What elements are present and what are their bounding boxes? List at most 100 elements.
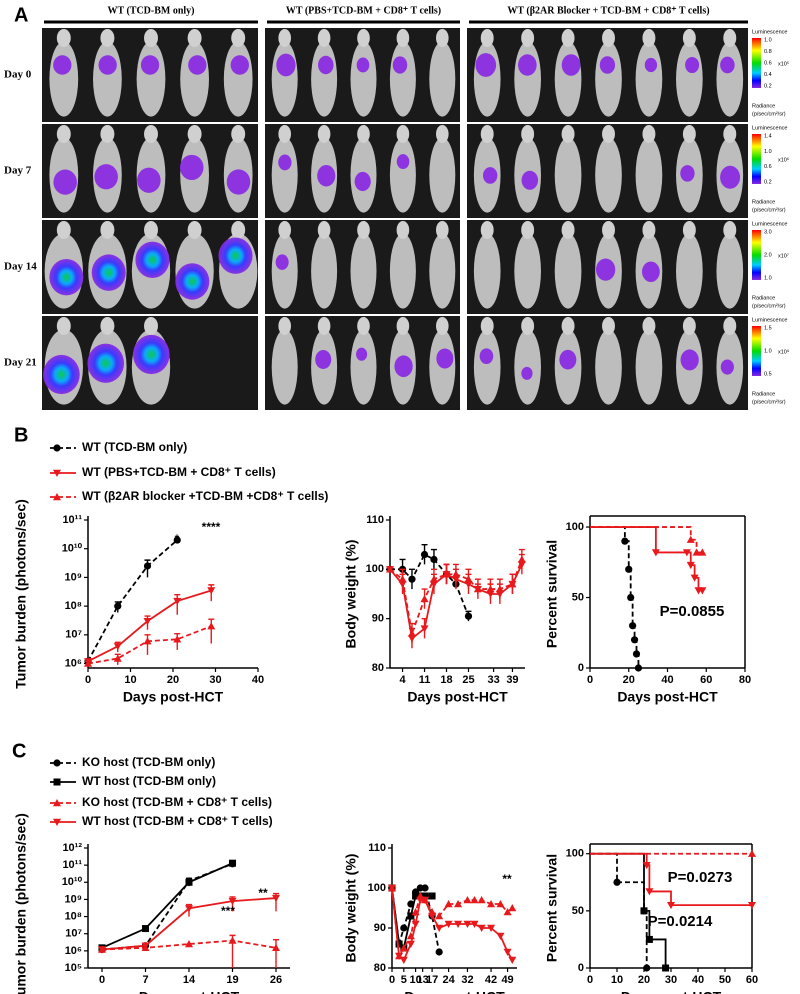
marker [463,896,472,904]
mouse [429,137,456,213]
signal [680,349,699,371]
colorbar-tick: 0.6 [764,60,772,66]
y-axis-title: Percent survival [544,540,560,648]
colorbar-tick: 3.0 [764,229,772,235]
mouse-head [602,29,615,47]
legend-label: WT host (TCD-BM only) [82,774,216,788]
marker [748,901,756,910]
marker [629,622,637,630]
series-line [391,887,514,962]
group-header: WT (β2AR Blocker + TCD-BM + CD8⁺ T cells… [507,5,709,16]
legend-label: WT host (TCD-BM + CD8⁺ T cells) [82,814,273,828]
x-tick-label: 42 [485,974,497,986]
marker [470,920,479,928]
mouse [554,233,582,309]
mouse-head [187,221,202,239]
panel-label: C [12,740,26,762]
signal [720,165,741,189]
y-tick-label: 80 [372,662,384,674]
mouse-head [100,317,115,335]
marker [173,597,182,606]
day-label: Day 7 [4,165,32,177]
y-tick-label: 10¹² [62,842,82,854]
marker [113,654,122,662]
mouse-head [231,29,246,47]
marker [113,643,122,651]
colorbar-unit: (p/sec/cm²/sr) [752,303,786,309]
x-axis-title: Days post-HCT [407,689,508,705]
marker [420,550,429,559]
y-tick-label: 10⁶ [65,945,82,957]
y-tick-label: 10¹⁰ [62,543,83,555]
x-tick-label: 40 [252,674,264,686]
marker [400,924,408,932]
x-axis-title: Days post-HCT [404,989,505,994]
mouse [223,41,253,117]
colorbar-exponent: x10⁹ [778,348,789,355]
x-tick-label: 33 [487,674,499,686]
marker [398,575,407,583]
signal [137,167,161,193]
marker [503,908,512,916]
mouse-head [144,125,158,143]
colorbar [752,134,761,184]
mouse-head [187,29,202,47]
colorbar-tick: 2.0 [764,252,772,258]
mouse [676,233,703,309]
colorbar [752,326,761,376]
marker [53,469,61,477]
mouse-head [100,29,115,47]
marker [53,799,61,807]
marker [692,548,701,556]
signal [317,164,336,187]
mouse-head [602,317,615,335]
y-axis-title: Body weight (%) [343,854,359,963]
step-segment [649,890,672,906]
y-tick-label: 10¹¹ [62,859,82,871]
mouse [595,41,622,117]
mouse-head [278,221,292,239]
legend-label: WT (PBS+TCD-BM + CD8⁺ T cells) [82,465,276,479]
x-tick-label: 11 [419,674,431,686]
x-tick-label: 18 [440,674,452,686]
marker [388,884,396,892]
mouse [136,41,166,117]
day-label: Day 14 [4,261,37,273]
signal [644,57,658,73]
mouse-head [561,29,575,47]
mouse [180,41,209,117]
marker [662,964,670,972]
signal [521,170,539,190]
colorbar-title: Luminescence [752,317,787,323]
x-axis-title: Days post-HCT [139,989,240,994]
marker [627,593,635,602]
marker [444,900,453,908]
marker [53,493,61,501]
mouse-head [435,125,449,143]
mouse-head [357,221,370,239]
marker [395,952,404,960]
signal [720,56,735,74]
y-tick-label: 0 [578,662,584,674]
y-tick-label: 10⁷ [65,928,82,940]
mouse-head [642,317,656,335]
signal [356,347,368,361]
mouse [429,233,456,309]
mouse-head [56,29,71,47]
panel-label: B [14,424,28,446]
x-tick-label: 5 [401,974,407,986]
marker [185,878,193,886]
mouse [429,41,456,117]
signal [218,237,253,274]
marker [406,940,415,948]
marker [143,637,152,645]
signal [641,261,660,282]
mouse [514,233,541,309]
marker [686,561,695,570]
y-tick-label: 100 [566,521,584,533]
signal [561,54,581,76]
mouse-head [561,221,575,239]
y-axis-title: Percent survival [544,854,560,962]
step-segment [624,540,630,570]
step-segment [628,568,632,598]
